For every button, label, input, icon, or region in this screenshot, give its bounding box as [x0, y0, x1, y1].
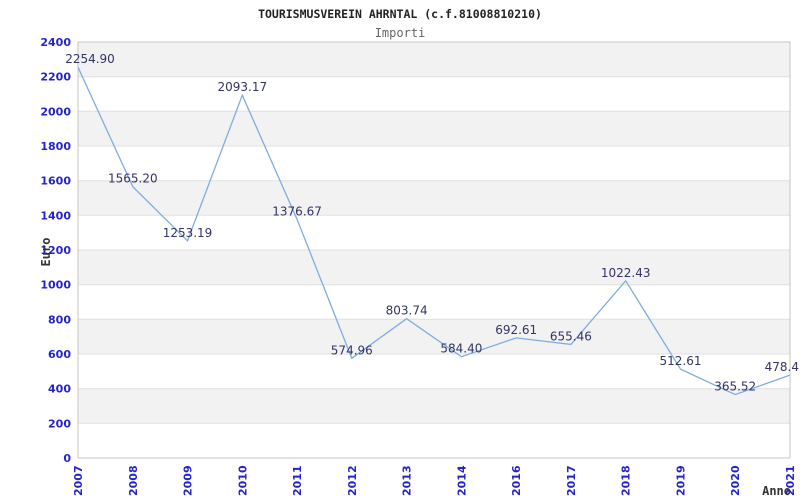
point-label: 2093.17	[217, 80, 267, 94]
x-tick-label: 2020	[729, 465, 742, 496]
point-label: 1253.19	[163, 226, 213, 240]
data-line	[77, 66, 791, 396]
x-tick-label: 2014	[455, 465, 468, 496]
x-tick-label: 2021	[784, 465, 797, 496]
x-tick-label: 2018	[620, 465, 633, 496]
y-tick-label: 1000	[40, 279, 71, 292]
point-label: 574.96	[331, 343, 373, 357]
point-label: 584.40	[440, 342, 482, 356]
x-tick-label: 2007	[72, 465, 85, 496]
chart-title: TOURISMUSVEREIN AHRNTAL (c.f.81008810210…	[258, 7, 542, 21]
x-tick-label: 2017	[565, 465, 578, 496]
y-tick-label: 2400	[40, 36, 71, 49]
y-tick-label: 1600	[40, 175, 71, 188]
y-tick-label: 1800	[40, 140, 71, 153]
y-tick-label: 800	[48, 313, 71, 326]
point-label: 512.61	[660, 354, 702, 368]
plot-band	[78, 76, 790, 112]
x-tick-label: 2016	[510, 465, 523, 496]
y-tick-label: 600	[48, 348, 71, 361]
point-label: 1022.43	[601, 266, 651, 280]
x-tick-label: 2008	[127, 465, 140, 496]
point-label: 1565.20	[108, 172, 158, 186]
y-tick-label: 400	[48, 383, 71, 396]
plot-band	[78, 215, 790, 250]
y-tick-label: 1400	[40, 209, 71, 222]
point-label: 692.61	[495, 323, 537, 337]
point-label: 803.74	[386, 304, 428, 318]
plot-band	[78, 111, 790, 146]
point-label: 478.4	[765, 360, 799, 374]
y-tick-label: 1200	[40, 244, 71, 257]
plot-band	[78, 354, 790, 389]
y-axis-title: Euro	[39, 238, 53, 267]
y-tick-label: 2000	[40, 105, 71, 118]
plot-band	[78, 42, 790, 77]
x-axis-title: Anno	[762, 484, 791, 498]
plot-band	[78, 319, 790, 354]
plot-band	[78, 388, 790, 424]
x-tick-label: 2019	[675, 465, 688, 496]
point-label: 2254.90	[65, 52, 115, 66]
point-label: 1376.67	[272, 204, 322, 218]
plot-band	[78, 180, 790, 216]
plot-band	[78, 146, 790, 181]
x-tick-label: 2012	[346, 465, 359, 496]
x-tick-label: 2013	[401, 465, 414, 496]
y-tick-label: 2200	[40, 71, 71, 84]
chart-subtitle: Importi	[374, 26, 426, 40]
x-tick-label: 2010	[236, 465, 249, 496]
y-tick-label: 0	[63, 452, 71, 465]
point-label: 365.52	[714, 380, 756, 394]
x-tick-label: 2009	[182, 465, 195, 496]
plot-band	[78, 284, 790, 320]
plot-border	[77, 41, 791, 459]
point-label: 655.46	[550, 329, 592, 343]
plot-band	[78, 423, 790, 458]
x-tick-label: 2011	[291, 465, 304, 496]
plot-band	[78, 250, 790, 285]
y-tick-label: 200	[48, 417, 71, 430]
